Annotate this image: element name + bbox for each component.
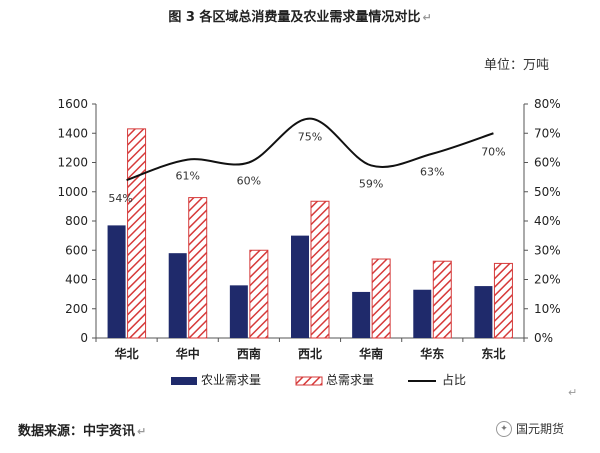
y2-tick-label: 20% — [534, 273, 561, 287]
y2-tick-label: 40% — [534, 214, 561, 228]
y-tick-label: 200 — [65, 302, 88, 316]
y-tick-label: 0 — [80, 331, 88, 345]
bar-agricultural-demand — [413, 289, 432, 338]
bar-agricultural-demand — [291, 235, 309, 338]
y2-tick-label: 0% — [534, 331, 553, 345]
x-tick-label: 西北 — [298, 346, 322, 361]
y-tick-label: 1000 — [57, 185, 88, 199]
wechat-icon: ✦ — [496, 420, 512, 437]
y-tick-label: 1200 — [57, 156, 88, 170]
x-tick-label: 西南 — [237, 346, 261, 361]
ratio-data-label: 63% — [420, 166, 444, 179]
bar-agricultural-demand — [107, 225, 126, 338]
bar-total-demand — [127, 128, 147, 339]
y2-tick-label: 70% — [534, 126, 561, 140]
ratio-data-label: 75% — [298, 131, 322, 144]
y-tick-label: 600 — [65, 243, 88, 257]
x-tick-label: 华南 — [359, 346, 383, 361]
x-tick-label: 东北 — [481, 346, 505, 361]
y2-tick-label: 60% — [534, 156, 561, 170]
x-tick-label: 华中 — [176, 346, 200, 361]
x-tick-label: 华北 — [115, 346, 139, 361]
legend-label-agricultural-demand: 农业需求量 — [201, 373, 261, 387]
bar-agricultural-demand — [352, 291, 371, 338]
ratio-data-label: 59% — [359, 177, 383, 190]
bar-total-demand — [249, 249, 269, 339]
brand-name: 国元期货 — [516, 422, 565, 436]
ratio-line — [126, 117, 494, 181]
ratio-data-label: 70% — [481, 145, 505, 158]
ratio-data-label: 61% — [175, 170, 199, 183]
bar-total-demand — [493, 262, 513, 339]
ratio-data-label: 54% — [108, 192, 132, 205]
y-tick-label: 1600 — [57, 97, 88, 111]
y2-tick-label: 30% — [534, 243, 561, 257]
bar-total-demand — [188, 197, 208, 339]
bar-total-demand — [432, 260, 452, 339]
legend-swatch-agricultural-demand — [171, 377, 197, 385]
brand-watermark: ✦ 国元期货 — [496, 420, 564, 437]
bar-agricultural-demand — [168, 253, 187, 338]
bar-total-demand — [371, 258, 391, 339]
y-tick-label: 1400 — [57, 126, 88, 140]
legend-label-total-demand: 总需求量 — [326, 373, 374, 387]
legend-label-ratio: 占比 — [442, 372, 466, 387]
paragraph-mark: ↵ — [568, 386, 578, 399]
y2-tick-label: 50% — [534, 185, 561, 199]
y-tick-label: 400 — [65, 273, 88, 287]
unit-label: 单位：万吨 — [484, 58, 550, 73]
data-source: 数据来源：中宇资讯 ↵ — [18, 424, 147, 439]
bar-agricultural-demand — [474, 286, 493, 338]
legend-swatch-total-demand — [295, 376, 323, 386]
chart-title: 图 3 各区域总消费量及农业需求量情况对比 ↵ — [168, 10, 432, 25]
ratio-data-label: 60% — [237, 175, 261, 188]
y-tick-label: 800 — [65, 214, 88, 228]
bar-agricultural-demand — [229, 285, 248, 338]
y2-tick-label: 10% — [534, 302, 561, 316]
bar-total-demand — [310, 200, 330, 339]
x-tick-label: 华东 — [420, 346, 444, 361]
y2-tick-label: 80% — [534, 97, 561, 111]
